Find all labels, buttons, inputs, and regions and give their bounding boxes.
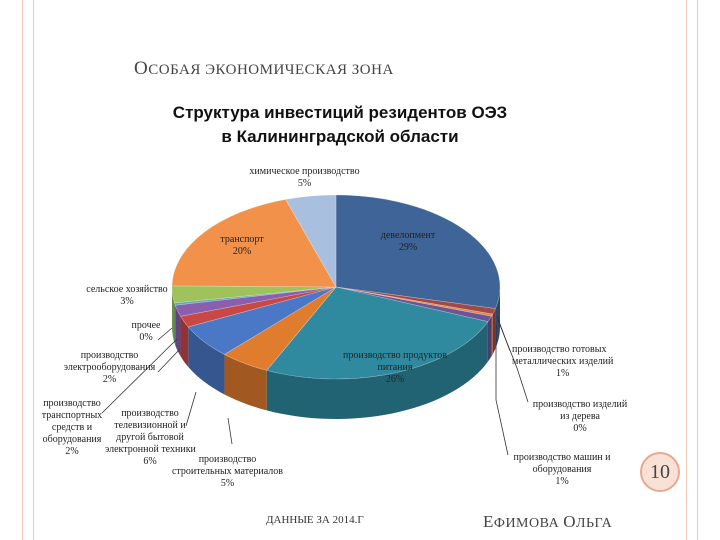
leader-line-electronics xyxy=(185,391,197,427)
chart-title-line2: в Калининградской области xyxy=(221,127,459,146)
slice-label-chemical: химическое производство 5% xyxy=(249,166,360,189)
pie-slice-9 xyxy=(174,286,337,306)
pie-side-4 xyxy=(266,321,488,419)
pie-side-8 xyxy=(175,305,181,357)
pie-slice-2 xyxy=(335,286,494,317)
pie-side-6 xyxy=(188,326,225,395)
pie-side-2 xyxy=(491,314,493,357)
pie-side-7 xyxy=(180,316,189,367)
pie-slice-1 xyxy=(335,286,496,315)
left-frame-decoration xyxy=(22,0,34,540)
pie-slice-7 xyxy=(180,286,337,328)
slice-label-other: прочее 0% xyxy=(131,320,161,343)
slice-label-development: девелопмент 29% xyxy=(380,230,436,253)
leader-line-construction xyxy=(227,417,233,445)
footer-author: ЕФИМОВА ОЛЬГА xyxy=(483,512,613,531)
slice-label-electrical: производство электрооборудования 2% xyxy=(63,350,156,385)
slice-label-wood: производство изделий из дерева 0% xyxy=(532,399,628,434)
slice-label-food: производство продуктов питания 26% xyxy=(343,350,447,385)
pie-side-5 xyxy=(224,354,267,411)
slice-label-machines: производство машин и оборудования 1% xyxy=(513,452,611,487)
pie-side-1 xyxy=(492,308,496,355)
pie-side-10 xyxy=(172,287,175,343)
pie-side-3 xyxy=(487,316,492,362)
pie-slice-8 xyxy=(174,286,337,317)
slice-label-electronics: производство телевизионной и другой бытов… xyxy=(105,408,196,467)
slice-label-construction: производство строительных материалов 5% xyxy=(171,454,284,489)
leader-line-machines xyxy=(495,325,509,456)
leader-line-other xyxy=(157,327,173,341)
leader-line-wood xyxy=(497,319,529,403)
pie-slice-3 xyxy=(335,286,492,323)
pie-slice-0 xyxy=(335,194,501,309)
slice-label-transport-vehicles: производство транспортных средств и оборуд… xyxy=(41,398,103,457)
chart-title-line1: Структура инвестиций резидентов ОЭЗ xyxy=(172,103,508,122)
pie-slice-6 xyxy=(187,286,337,355)
pie-side-9 xyxy=(174,302,176,346)
footer-data-year: ДАННЫЕ ЗА 2014.Г xyxy=(266,514,364,526)
chart-title: Структура инвестиций резидентов ОЭЗ в Ка… xyxy=(140,101,540,149)
pie-slice-4 xyxy=(266,286,489,380)
pie-slice-5 xyxy=(223,286,337,371)
page-number-badge: 10 xyxy=(640,452,680,492)
pie-slice-12 xyxy=(285,194,337,289)
slide-title: ОСОБАЯ ЭКОНОМИЧЕСКАЯ ЗОНА xyxy=(134,58,394,79)
leader-line-transport-vehicles xyxy=(101,338,178,414)
slice-label-agriculture: сельское хозяйство 3% xyxy=(86,284,168,307)
slice-label-transport: транспорт 20% xyxy=(220,234,264,257)
slice-label-metal: производство готовых металлических издели… xyxy=(512,344,614,379)
pie-slice-11 xyxy=(171,199,337,288)
pie-slice-10 xyxy=(171,285,337,304)
leader-line-electrical xyxy=(157,348,181,373)
right-frame-decoration xyxy=(686,0,698,540)
